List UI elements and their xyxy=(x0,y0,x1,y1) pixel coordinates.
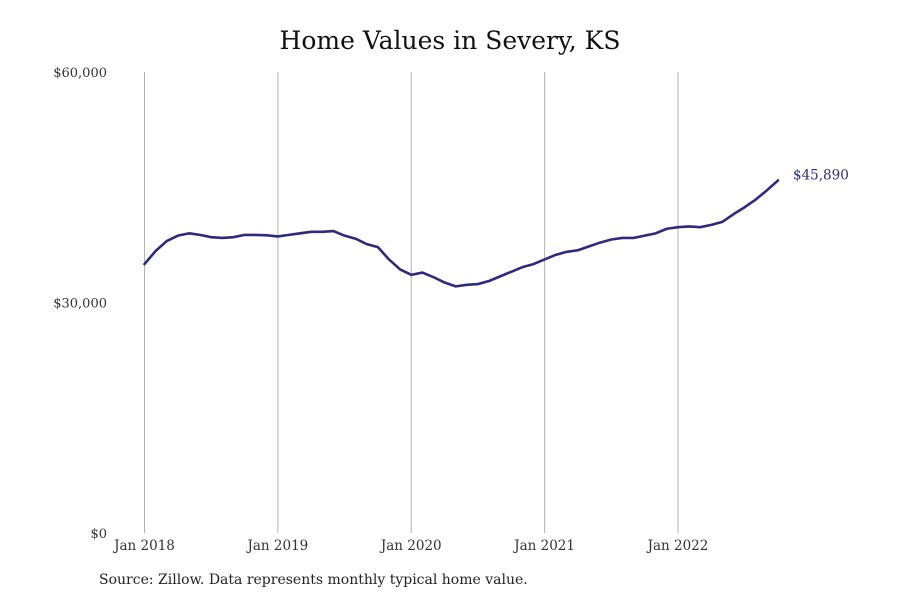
x-tick-label: Jan 2018 xyxy=(112,538,175,554)
chart-title: Home Values in Severy, KS xyxy=(279,26,621,55)
source-note: Source: Zillow. Data represents monthly … xyxy=(99,572,528,588)
y-tick-label: $30,000 xyxy=(53,297,107,312)
y-axis: $0 $30,000 $60,000 xyxy=(53,66,107,542)
x-tick-label: Jan 2019 xyxy=(245,538,308,554)
series-line xyxy=(143,179,780,288)
gridlines xyxy=(144,72,679,533)
y-tick-label: $60,000 xyxy=(53,66,107,81)
y-tick-label: $0 xyxy=(90,527,107,542)
x-axis: Jan 2018 Jan 2019 Jan 2020 Jan 2021 Jan 2022 xyxy=(112,538,708,554)
x-tick-label: Jan 2021 xyxy=(512,538,575,554)
end-value-label: $45,890 xyxy=(793,167,849,183)
series-group: $45,890 xyxy=(143,167,849,288)
x-tick-label: Jan 2022 xyxy=(646,538,709,554)
x-tick-label: Jan 2020 xyxy=(379,538,442,554)
